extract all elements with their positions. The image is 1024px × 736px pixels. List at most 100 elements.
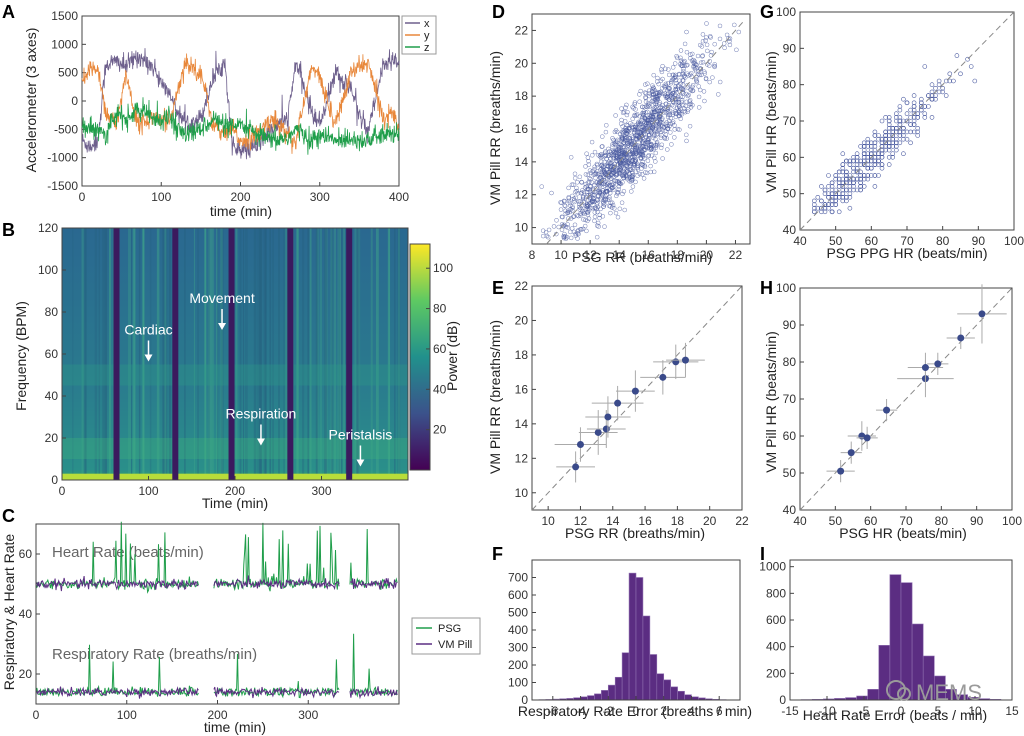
panel-g-data-point (886, 136, 892, 142)
panel-d-data-point (648, 147, 653, 153)
panel-d-data-point (587, 176, 592, 181)
panel-d-data-point (602, 224, 607, 229)
panel-d-data-point (679, 63, 685, 68)
panel-c-legend-box (411, 617, 481, 655)
panel-d-data-point (603, 196, 608, 202)
panel-g-data-point (811, 198, 817, 204)
panel-d-data-point (573, 231, 578, 237)
panel-i-y-tick-label-5: 1000 (759, 560, 786, 574)
panel-d-data-point (642, 156, 647, 161)
panel-g-data-point (972, 78, 978, 84)
panel-g-data-point (861, 151, 867, 156)
panel-i-hr-error-histogram: Heart Rate Error (beats / min) -15 -10 -5 0… (759, 559, 1019, 723)
panel-f-rr-error-histogram: Respiratory Rate Error (breaths / min) -… (508, 559, 752, 719)
panel-d-data-point (622, 137, 628, 143)
panel-c-y-tick-label-2: 60 (19, 547, 33, 561)
panel-d-data-point (599, 166, 604, 171)
panel-d-data-point (615, 152, 620, 158)
panel-d-data-point (688, 86, 693, 92)
panel-c-y-label: Respiratory & Heart Rate (1, 534, 17, 691)
panel-g-data-point (951, 78, 956, 84)
panel-d-data-point (629, 133, 635, 139)
panel-d-data-point (656, 122, 662, 127)
panel-e-y-tick-label-4: 18 (515, 348, 529, 362)
panel-d-data-point (647, 112, 653, 118)
panel-d-data-point (617, 163, 623, 169)
panel-d-data-point (700, 32, 706, 37)
panel-d-data-point (636, 121, 642, 126)
panel-d-data-point (618, 166, 623, 171)
panel-d-data-point (561, 198, 567, 204)
panel-d-data-point (638, 156, 644, 162)
panel-b-spectral-streak (356, 228, 360, 480)
panel-d-data-point (584, 204, 589, 209)
panel-h-x-tick-label-2: 60 (864, 514, 878, 528)
panel-d-data-point (663, 93, 668, 99)
panel-a-y-tick-label-2: -500 (54, 122, 78, 136)
panel-g-data-point (958, 71, 963, 77)
panel-d-data-point (645, 137, 650, 142)
panel-d-data-point (595, 200, 600, 206)
panel-g-data-point (836, 184, 842, 189)
panel-i-y-tick-label-2: 400 (766, 640, 786, 654)
panel-d-data-point (633, 127, 638, 133)
panel-b-spectral-streak (104, 228, 108, 480)
panel-g-x-tick-label-6: 100 (1004, 234, 1024, 248)
panel-b-spectral-streak (269, 228, 272, 480)
panel-d-data-point (615, 214, 621, 220)
panel-e-y-tick-label-0: 10 (515, 486, 529, 500)
panel-d-data-point (632, 101, 637, 107)
panel-b-spectral-streak (168, 228, 172, 480)
panel-d-data-point (570, 214, 576, 220)
panel-d-data-point (712, 62, 717, 67)
panel-d-data-point (585, 203, 591, 208)
panel-b-spectral-streak (193, 228, 196, 480)
panel-g-data-point (879, 136, 885, 142)
panel-d-data-point (657, 100, 663, 105)
panel-g-data-point (947, 78, 953, 84)
panel-d-data-point (627, 139, 633, 144)
panel-d-data-point (628, 163, 633, 168)
panel-d-data-point (566, 185, 571, 191)
panel-g-data-point (915, 111, 921, 116)
panel-d-data-point (629, 148, 635, 153)
panel-d-data-point (668, 80, 674, 86)
panel-b-spectral-streak (263, 228, 267, 480)
panel-d-data-point (682, 41, 688, 47)
panel-d-data-point (572, 175, 578, 181)
panel-g-data-point (833, 187, 839, 193)
panel-d-data-point (572, 171, 578, 177)
panel-d-data-point (573, 195, 579, 201)
panel-d-data-point (636, 119, 641, 125)
panel-h-data-point (978, 310, 986, 318)
panel-d-data-point (673, 111, 678, 116)
panel-d-data-point (660, 63, 665, 69)
panel-g-data-point (854, 155, 860, 160)
panel-b-spectral-streak (208, 228, 210, 480)
panel-g-data-point (822, 187, 828, 193)
panel-h-y-tick-label-0: 40 (783, 503, 797, 517)
panel-b-spectral-streak (197, 228, 199, 480)
panel-d-data-point (585, 186, 590, 191)
panel-d-data-point (607, 161, 613, 166)
panel-d-x-tick-label-2: 12 (583, 248, 597, 262)
panel-f-x-tick-label-0: -6 (547, 704, 558, 718)
panel-d-data-point (642, 163, 647, 168)
panel-g-data-point (897, 104, 903, 109)
panel-d-data-point (625, 161, 631, 166)
panel-g-data-point (819, 205, 824, 211)
panel-a-series-z-line (81, 97, 400, 155)
panel-g-data-point (811, 209, 817, 215)
panel-d-data-point (577, 174, 583, 180)
panel-c-psg-resp-rate-line (35, 633, 398, 699)
panel-d-data-point (700, 54, 705, 59)
panel-f-x-tick-label-2: -2 (603, 704, 614, 718)
panel-g-data-point (851, 155, 856, 160)
panel-d-data-point (632, 142, 638, 148)
panel-g-data-point (868, 151, 874, 156)
panel-d-data-point (624, 167, 630, 172)
panel-g-data-point (833, 191, 839, 196)
panel-b-spectral-streak (102, 228, 105, 480)
panel-g-data-point (868, 158, 874, 164)
